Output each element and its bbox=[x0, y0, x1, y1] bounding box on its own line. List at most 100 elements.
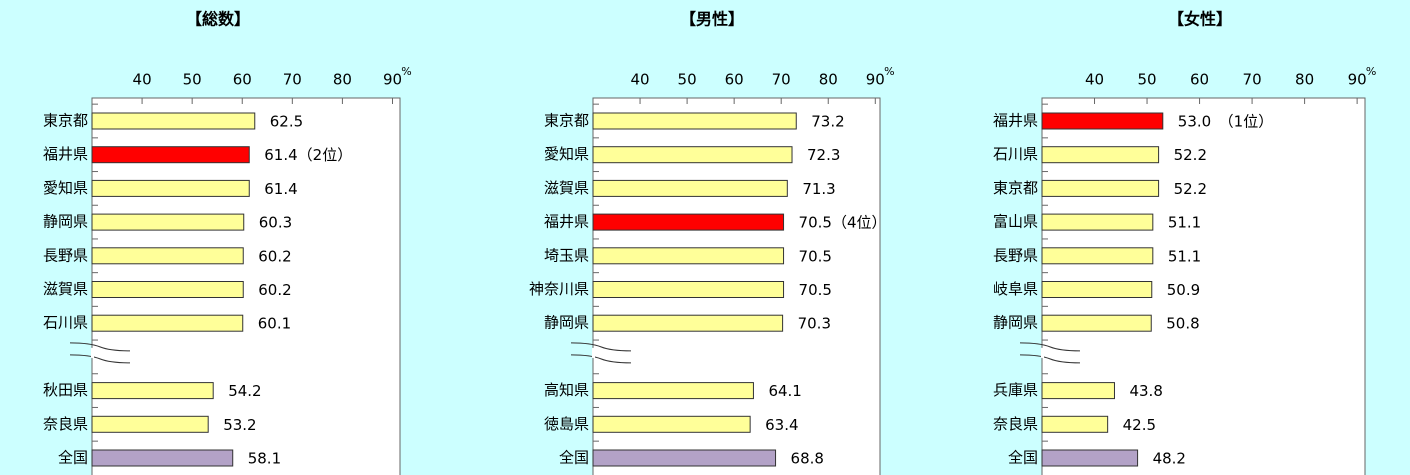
value-label: 48.2 bbox=[1153, 450, 1186, 468]
x-tick-label: 90 bbox=[866, 71, 885, 89]
y-tick-label: 福井県 bbox=[43, 145, 88, 163]
value-label: 70.5 bbox=[799, 281, 832, 299]
value-label: 61.4 bbox=[264, 180, 297, 198]
axis-break bbox=[1019, 342, 1081, 364]
bar bbox=[1041, 247, 1154, 265]
y-tick-label: 石川県 bbox=[993, 145, 1038, 163]
value-label: 63.4 bbox=[765, 416, 798, 434]
value-label: 60.2 bbox=[258, 247, 291, 265]
axis-break bbox=[570, 342, 632, 364]
value-label: 68.8 bbox=[791, 450, 824, 468]
y-tick-label: 東京都 bbox=[993, 179, 1038, 197]
value-label: 70.5 bbox=[799, 247, 832, 265]
bar bbox=[592, 146, 793, 164]
x-tick-label: 50 bbox=[678, 71, 697, 89]
value-label: 53.0 （1位） bbox=[1178, 113, 1273, 131]
y-tick-label: 愛知県 bbox=[544, 145, 589, 163]
y-tick-label: 石川県 bbox=[43, 314, 88, 332]
chart-title: 【男性】 bbox=[680, 10, 744, 29]
y-tick-label: 東京都 bbox=[544, 112, 589, 130]
y-tick-label: 兵庫県 bbox=[993, 381, 1038, 399]
axis-unit: % bbox=[1366, 65, 1376, 78]
x-tick-label: 70 bbox=[283, 71, 302, 89]
value-label: 58.1 bbox=[248, 450, 281, 468]
value-label: 71.3 bbox=[802, 180, 835, 198]
y-tick-label: 奈良県 bbox=[993, 415, 1038, 433]
y-tick-label: 岐阜県 bbox=[993, 280, 1038, 298]
bar bbox=[1041, 314, 1152, 332]
bar bbox=[1041, 146, 1160, 164]
value-label: 52.2 bbox=[1174, 180, 1207, 198]
bar bbox=[91, 112, 256, 130]
axis-break-gap bbox=[592, 347, 595, 358]
y-tick-label: 滋賀県 bbox=[43, 280, 88, 298]
y-tick-label: 長野県 bbox=[43, 246, 88, 264]
x-tick-label: 40 bbox=[1085, 71, 1104, 89]
value-label: 60.1 bbox=[258, 315, 291, 333]
axis-unit: % bbox=[884, 65, 894, 78]
x-tick-label: 50 bbox=[183, 71, 202, 89]
value-label: 52.2 bbox=[1174, 146, 1207, 164]
x-tick-label: 70 bbox=[772, 71, 791, 89]
bar bbox=[1041, 112, 1164, 130]
x-tick-label: 70 bbox=[1243, 71, 1262, 89]
bar bbox=[91, 247, 244, 265]
value-label: 62.5 bbox=[270, 113, 303, 131]
x-tick-label: 80 bbox=[333, 71, 352, 89]
bar bbox=[91, 382, 214, 400]
y-tick-label: 東京都 bbox=[43, 112, 88, 130]
bar bbox=[91, 146, 250, 164]
y-tick-label: 愛知県 bbox=[43, 179, 88, 197]
x-tick-label: 90 bbox=[383, 71, 402, 89]
y-tick-label: 全国 bbox=[1008, 449, 1038, 467]
axis-break bbox=[69, 342, 131, 364]
x-tick-label: 60 bbox=[1190, 71, 1209, 89]
y-tick-label: 全国 bbox=[559, 449, 589, 467]
value-label: 53.2 bbox=[223, 416, 256, 434]
x-tick-label: 80 bbox=[819, 71, 838, 89]
value-label: 61.4（2位） bbox=[264, 146, 352, 164]
chart-title: 【総数】 bbox=[186, 10, 250, 29]
bar bbox=[1041, 179, 1160, 197]
y-tick-label: 福井県 bbox=[544, 213, 589, 231]
y-tick-label: 高知県 bbox=[544, 381, 589, 399]
axis-break-gap bbox=[1041, 347, 1044, 358]
x-tick-label: 60 bbox=[233, 71, 252, 89]
value-label: 50.8 bbox=[1166, 315, 1199, 333]
bar bbox=[592, 382, 754, 400]
x-tick-label: 60 bbox=[725, 71, 744, 89]
value-label: 73.2 bbox=[811, 113, 844, 131]
value-label: 72.3 bbox=[807, 146, 840, 164]
value-label: 70.3 bbox=[798, 315, 831, 333]
bar bbox=[91, 281, 244, 298]
bar bbox=[91, 449, 234, 467]
y-tick-label: 神奈川県 bbox=[529, 280, 589, 298]
value-label: 51.1 bbox=[1168, 214, 1201, 232]
bar bbox=[1041, 213, 1154, 231]
value-label: 60.2 bbox=[258, 281, 291, 299]
y-tick-label: 長野県 bbox=[993, 246, 1038, 264]
bar bbox=[592, 449, 777, 467]
x-tick-label: 80 bbox=[1295, 71, 1314, 89]
value-label: 60.3 bbox=[259, 214, 292, 232]
bar bbox=[592, 179, 788, 197]
x-tick-label: 90 bbox=[1348, 71, 1367, 89]
y-tick-label: 全国 bbox=[58, 449, 88, 467]
bar bbox=[1041, 382, 1115, 400]
value-label: 64.1 bbox=[768, 382, 801, 400]
value-label: 43.8 bbox=[1129, 382, 1162, 400]
bar bbox=[592, 281, 785, 298]
x-tick-label: 40 bbox=[133, 71, 152, 89]
y-tick-label: 秋田県 bbox=[43, 381, 88, 399]
y-tick-label: 静岡県 bbox=[43, 213, 88, 231]
axis-unit: % bbox=[401, 65, 411, 78]
bar bbox=[1041, 415, 1109, 433]
bar bbox=[1041, 449, 1139, 467]
y-tick-label: 埼玉県 bbox=[544, 246, 589, 264]
bar bbox=[592, 112, 797, 130]
y-tick-label: 滋賀県 bbox=[544, 179, 589, 197]
y-tick-label: 静岡県 bbox=[993, 314, 1038, 332]
value-label: 50.9 bbox=[1167, 281, 1200, 299]
